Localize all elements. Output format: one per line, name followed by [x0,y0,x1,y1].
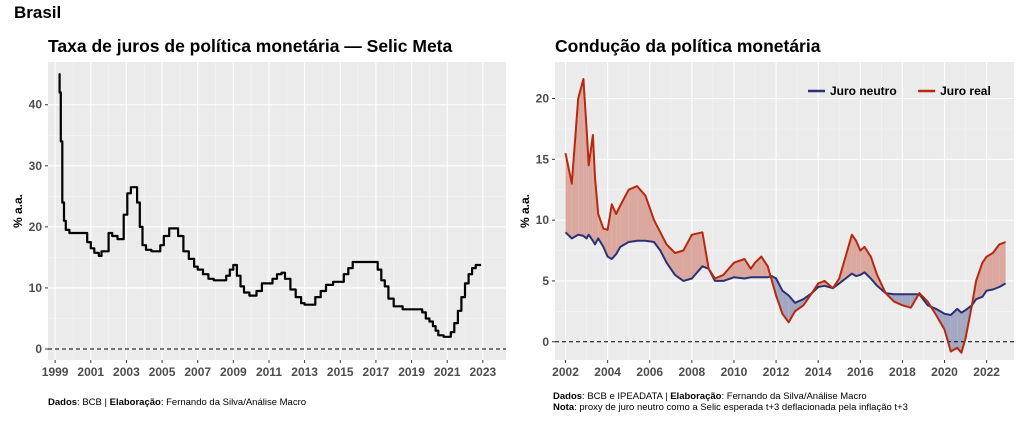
right-x-tick-label: 2022 [973,365,1000,379]
right-y-tick-label: 0 [542,335,549,349]
right-x-tick-label: 2002 [552,365,579,379]
right-caption: Dados: BCB e IPEADATA | Elaboração: Fern… [553,391,908,413]
right-gap-fill [691,232,703,279]
right-y-tick-label: 10 [536,213,550,227]
left-x-tick-label: 2013 [291,365,318,379]
left-series-selic [58,73,482,338]
right-gap-fill [902,294,911,308]
right-gap-fill [999,242,1006,287]
right-y-tick-label: 20 [536,91,550,105]
right-caption-line1: Dados: BCB e IPEADATA | Elaboração: Fern… [553,391,908,402]
right-gap-fill [982,256,987,297]
right-x-tick-label: 2008 [679,365,706,379]
right-gap-fill [637,186,646,241]
right-gap-fill [571,98,579,239]
right-series-real [564,78,1006,354]
left-y-axis-label: % a.a. [11,194,25,228]
right-gap-fill [586,128,589,239]
left-x-tick-label: 2007 [184,365,211,379]
right-gap-fill [845,234,852,279]
right-gap-fill [578,79,584,236]
left-x-tick-label: 2017 [363,365,390,379]
right-gap-fill [611,204,617,259]
right-gap-fill [565,153,572,239]
left-y-tick-label: 0 [35,342,42,356]
right-x-tick-label: 2018 [889,365,916,379]
right-gap-fill [620,189,629,247]
left-x-tick-label: 2023 [469,365,496,379]
right-gap-fill [702,232,709,269]
right-gap-fill [851,234,857,277]
left-x-tick-label: 1999 [42,365,69,379]
right-gap-fill [628,186,638,242]
left-title: Taxa de juros de política monetária — Se… [48,36,453,56]
right-caption-line2: Nota: proxy de juro neutro como a Selic … [553,402,908,413]
right-gap-fill [750,262,755,278]
right-gap-fill [885,293,894,302]
right-gap-fill [603,228,608,257]
left-caption-dados-text: : BCB | [77,397,110,408]
right-caption-elab-text: : Fernando da Silva/Análise Macro [721,391,867,402]
left-x-tick-label: 2019 [398,365,425,379]
right-caption-nota-label: Nota [553,402,575,413]
right-gap-fill [950,308,958,352]
right-x-tick-label: 2020 [931,365,958,379]
right-y-axis-label: % a.a. [518,194,532,228]
right-y-tick-label: 15 [536,152,550,166]
left-x-tick-label: 2001 [77,365,104,379]
selic-chart: Taxa de juros de política monetária — Se… [11,36,506,379]
left-y-tick-label: 10 [29,281,43,295]
left-x-tick-label: 2009 [220,365,247,379]
right-caption-elab-label: Elaboração [670,391,722,402]
right-gap-fill [986,253,993,291]
left-caption-dados-label: Dados [48,397,78,408]
right-gap-fill [616,205,621,255]
left-x-tick-label: 2021 [434,365,461,379]
right-x-tick-label: 2004 [594,365,621,379]
right-gap-fill [860,246,865,275]
right-caption-dados-label: Dados [553,391,583,402]
page-title: Brasil [14,3,62,22]
left-caption: Dados: BCB | Elaboração: Fernando da Sil… [48,397,306,408]
right-gap-fill [607,204,612,259]
right-x-tick-label: 2016 [847,365,874,379]
left-panel [48,62,506,360]
left-x-tick-label: 2015 [327,365,354,379]
right-x-tick-label: 2006 [636,365,663,379]
left-y-tick-label: 20 [29,220,43,234]
policy-chart: Condução da política monetária 2002 2004 20… [518,36,1014,379]
right-gap-fill [734,259,745,279]
legend-label-neutral: Juro neutro [830,84,897,98]
right-gap-fill [992,244,1000,290]
left-x-tick-label: 2003 [113,365,140,379]
right-gap-fill [660,232,667,263]
right-gap-fill [675,250,684,281]
right-gap-fill [976,262,983,300]
left-x-tick-label: 2005 [149,365,176,379]
right-gap-fill [744,259,751,279]
right-gap-fill [645,195,654,242]
left-caption-elab-label: Elaboração [109,397,161,408]
right-x-tick-label: 2014 [805,365,832,379]
right-y-tick-label: 5 [542,274,549,288]
right-caption-dados-text: : BCB e IPEADATA | [582,391,671,402]
legend-label-real: Juro real [940,84,991,98]
left-caption-elab-text: : Fernando da Silva/Análise Macro [160,397,307,408]
right-gap-fill [683,234,692,281]
right-x-tick-label: 2010 [721,365,748,379]
right-x-tick-label: 2012 [763,365,790,379]
right-gap-fill [761,256,768,278]
right-gap-fill [894,294,903,306]
right-title: Condução da política monetária [555,36,821,56]
right-gap-fill [776,278,783,314]
left-x-tick-label: 2011 [256,365,282,379]
right-caption-nota-text: : proxy de juro neutro como a Selic espe… [574,402,908,413]
left-y-tick-label: 30 [29,159,43,173]
right-series-neutral [564,231,1007,316]
left-y-tick-label: 40 [29,98,43,112]
right-gap-fill [957,308,962,353]
